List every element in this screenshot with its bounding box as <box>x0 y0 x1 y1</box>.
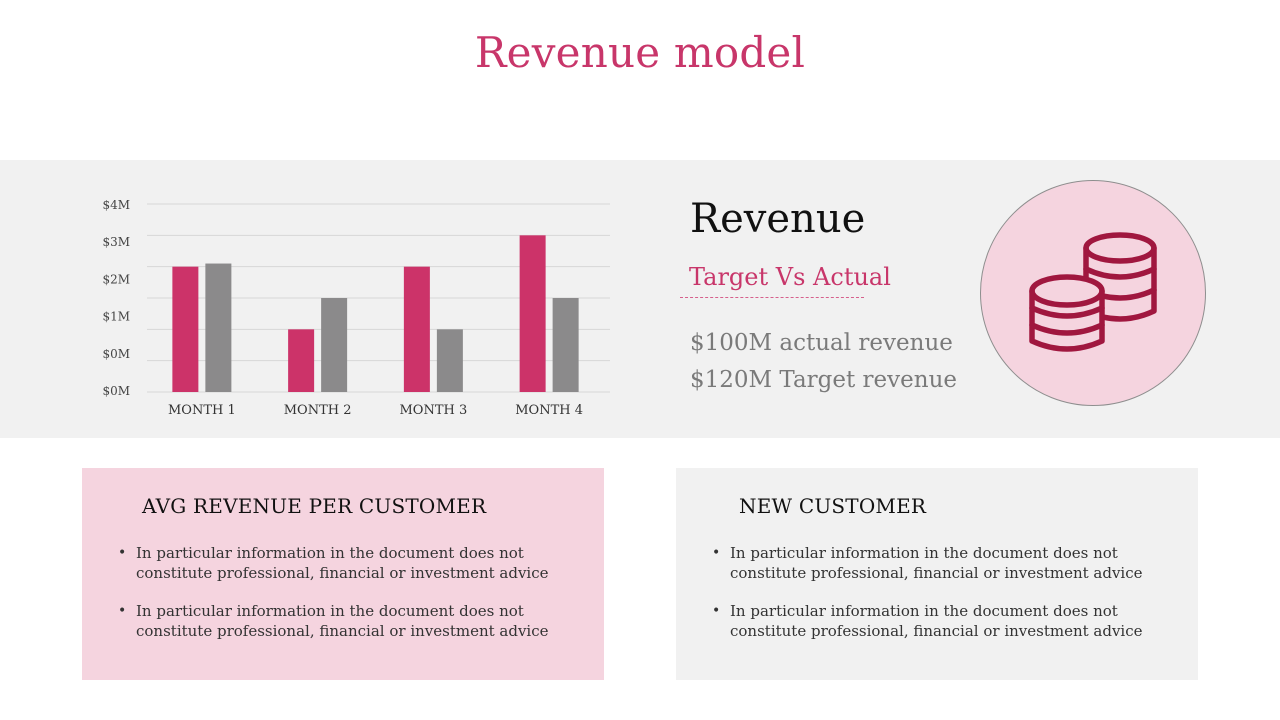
actual-revenue-text: $100M actual revenue <box>690 330 953 356</box>
bar <box>172 266 199 392</box>
bullet-icon: • <box>712 545 721 561</box>
x-tick-label: MONTH 2 <box>284 403 352 418</box>
bar <box>205 263 232 392</box>
bar <box>436 329 463 392</box>
target-revenue-text: $120M Target revenue <box>690 367 957 393</box>
bullet-icon: • <box>118 545 127 561</box>
page-title: Revenue model <box>474 28 806 77</box>
list-item: • In particular information in the docum… <box>712 602 1170 641</box>
list-item: • In particular information in the docum… <box>712 544 1170 583</box>
x-tick-label: MONTH 4 <box>515 403 583 418</box>
list-item: • In particular information in the docum… <box>118 602 576 641</box>
bar <box>321 298 348 392</box>
y-tick-label: $2M <box>102 272 130 286</box>
list-item-text: In particular information in the documen… <box>136 602 549 640</box>
y-tick-label: $0M <box>102 347 130 361</box>
list-item-text: In particular information in the documen… <box>136 544 549 582</box>
y-tick-label: $1M <box>102 310 130 324</box>
new-customer-card: NEW CUSTOMER • In particular information… <box>676 468 1198 680</box>
list-item-text: In particular information in the documen… <box>730 602 1143 640</box>
list-item: • In particular information in the docum… <box>118 544 576 583</box>
card-title: AVG REVENUE PER CUSTOMER <box>142 494 487 518</box>
bullet-icon: • <box>118 603 127 619</box>
revenue-subheading: Target Vs Actual <box>689 263 891 291</box>
revenue-heading: Revenue <box>690 196 866 242</box>
coins-icon <box>1029 232 1157 352</box>
avg-revenue-card: AVG REVENUE PER CUSTOMER • In particular… <box>82 468 604 680</box>
y-tick-label: $4M <box>102 198 130 212</box>
x-tick-label: MONTH 3 <box>399 403 467 418</box>
y-tick-label: $3M <box>102 235 130 249</box>
x-tick-label: MONTH 1 <box>168 403 236 418</box>
bullet-icon: • <box>712 603 721 619</box>
coin-badge <box>980 180 1206 406</box>
bar <box>288 329 315 392</box>
revenue-bar-chart: $4M $3M $2M $1M $0M $0M MONTH 1 MONTH 2 MONTH 3 M… <box>102 198 610 418</box>
card-title: NEW CUSTOMER <box>739 494 927 518</box>
bar <box>403 266 430 392</box>
dashed-divider <box>680 297 864 298</box>
list-item-text: In particular information in the documen… <box>730 544 1143 582</box>
bar <box>519 235 546 392</box>
bar <box>552 298 579 392</box>
y-tick-label: $0M <box>102 384 130 398</box>
